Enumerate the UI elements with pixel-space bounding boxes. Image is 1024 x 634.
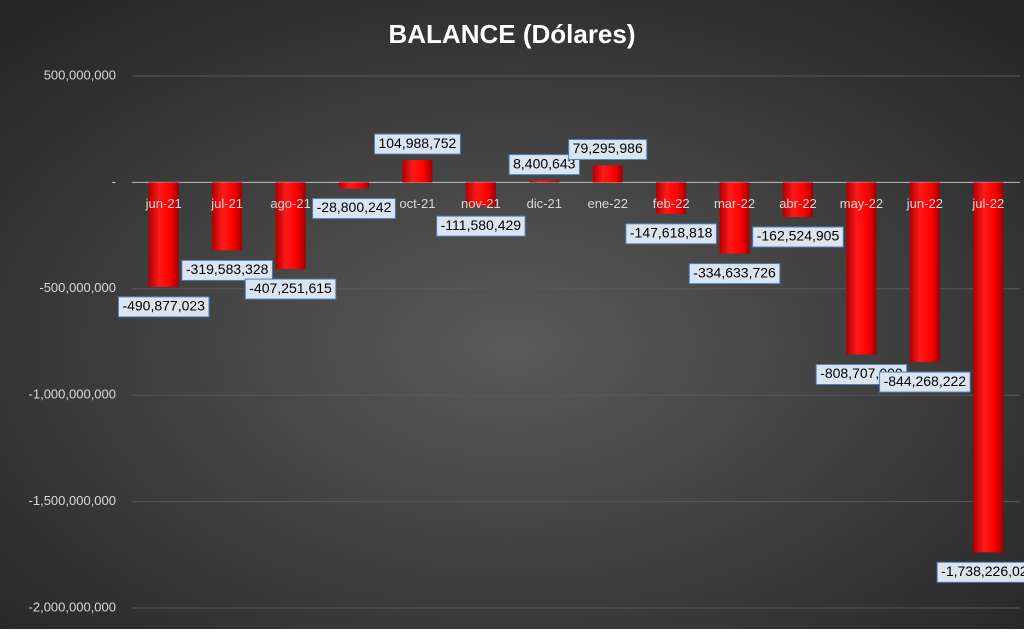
- y-tick-label: -: [112, 174, 116, 189]
- data-label-box: [688, 263, 781, 285]
- bar: [212, 182, 243, 251]
- bars: [148, 160, 1004, 553]
- data-label-text: -319,583,328: [186, 261, 269, 277]
- value-labels: -490,877,023 -319,583,328 -407,251,615 -28,…: [117, 133, 1024, 583]
- x-tick-label: feb-22: [653, 196, 690, 211]
- data-label-text: 8,400,643: [513, 155, 575, 171]
- data-label: -407,251,615: [244, 278, 337, 300]
- data-label-text: -490,877,023: [122, 298, 205, 314]
- x-tick-label: ene-22: [587, 196, 627, 211]
- bar: [973, 182, 1004, 553]
- bar: [909, 182, 940, 363]
- bar: [719, 182, 750, 254]
- x-tick-label: nov-21: [461, 196, 501, 211]
- data-label-box: [625, 223, 717, 245]
- bar: [148, 182, 179, 287]
- data-label-text: -407,251,615: [249, 280, 332, 296]
- data-label-text: -1,738,226,024: [941, 563, 1024, 579]
- x-tick-label: jul-21: [210, 196, 243, 211]
- data-label-box: [373, 133, 461, 155]
- bar: [275, 182, 306, 270]
- x-tick-label: jun-22: [906, 196, 943, 211]
- data-label: 104,988,752: [373, 133, 461, 155]
- data-label: -28,800,242: [312, 198, 396, 220]
- y-tick-label: -1,000,000,000: [29, 387, 116, 402]
- data-label: 8,400,643: [508, 154, 580, 176]
- y-tick-label: -500,000,000: [39, 280, 116, 295]
- x-tick-label: jun-21: [145, 196, 182, 211]
- data-label-box: [752, 226, 844, 248]
- data-label-box: [436, 215, 526, 237]
- data-label: -844,268,222: [879, 371, 971, 393]
- x-tick-label: may-22: [840, 196, 883, 211]
- data-label: 79,295,986: [568, 139, 648, 161]
- x-tick-label: dic-21: [527, 196, 562, 211]
- data-label-text: -844,268,222: [884, 373, 967, 389]
- data-label-text: -334,633,726: [693, 264, 776, 280]
- x-tick-label: ago-21: [270, 196, 310, 211]
- y-tick-label: -1,500,000,000: [29, 493, 116, 508]
- x-tick-label: abr-22: [779, 196, 817, 211]
- bar: [592, 165, 623, 183]
- data-label-box: [879, 371, 971, 393]
- bar: [339, 182, 369, 189]
- bar: [783, 182, 813, 217]
- data-label: -162,524,905: [752, 226, 844, 248]
- data-label-box: [181, 259, 273, 281]
- data-label: -147,618,818: [625, 223, 717, 245]
- data-label-text: 104,988,752: [378, 135, 456, 151]
- data-label: -111,580,429: [436, 215, 526, 237]
- data-label-text: 79,295,986: [573, 140, 643, 156]
- x-tick-label: jul-22: [971, 196, 1004, 211]
- x-tick-label: mar-22: [714, 196, 755, 211]
- y-tick-label: -2,000,000,000: [29, 599, 116, 614]
- data-label-text: -147,618,818: [630, 225, 713, 241]
- data-label-box: [244, 278, 337, 300]
- bar: [656, 182, 687, 214]
- bar: [529, 180, 560, 183]
- data-label: -319,583,328: [181, 259, 273, 281]
- data-label-text: -28,800,242: [317, 199, 392, 215]
- bar: [465, 182, 496, 207]
- data-label-box: [936, 561, 1024, 583]
- data-label-box: [508, 154, 580, 176]
- data-label: -334,633,726: [688, 263, 781, 285]
- data-label: -490,877,023: [117, 296, 210, 318]
- data-label: -1,738,226,024: [936, 561, 1024, 583]
- data-label-text: -111,580,429: [441, 217, 522, 233]
- y-tick-label: 500,000,000: [44, 67, 116, 82]
- data-label-box: [312, 198, 396, 220]
- x-tick-label: oct-21: [399, 196, 435, 211]
- data-label-box: [117, 296, 210, 318]
- chart-title: BALANCE (Dólares): [388, 19, 635, 49]
- data-label-text: -162,524,905: [757, 228, 840, 244]
- bar: [402, 160, 433, 183]
- data-label-box: [568, 139, 648, 161]
- bar: [846, 182, 877, 355]
